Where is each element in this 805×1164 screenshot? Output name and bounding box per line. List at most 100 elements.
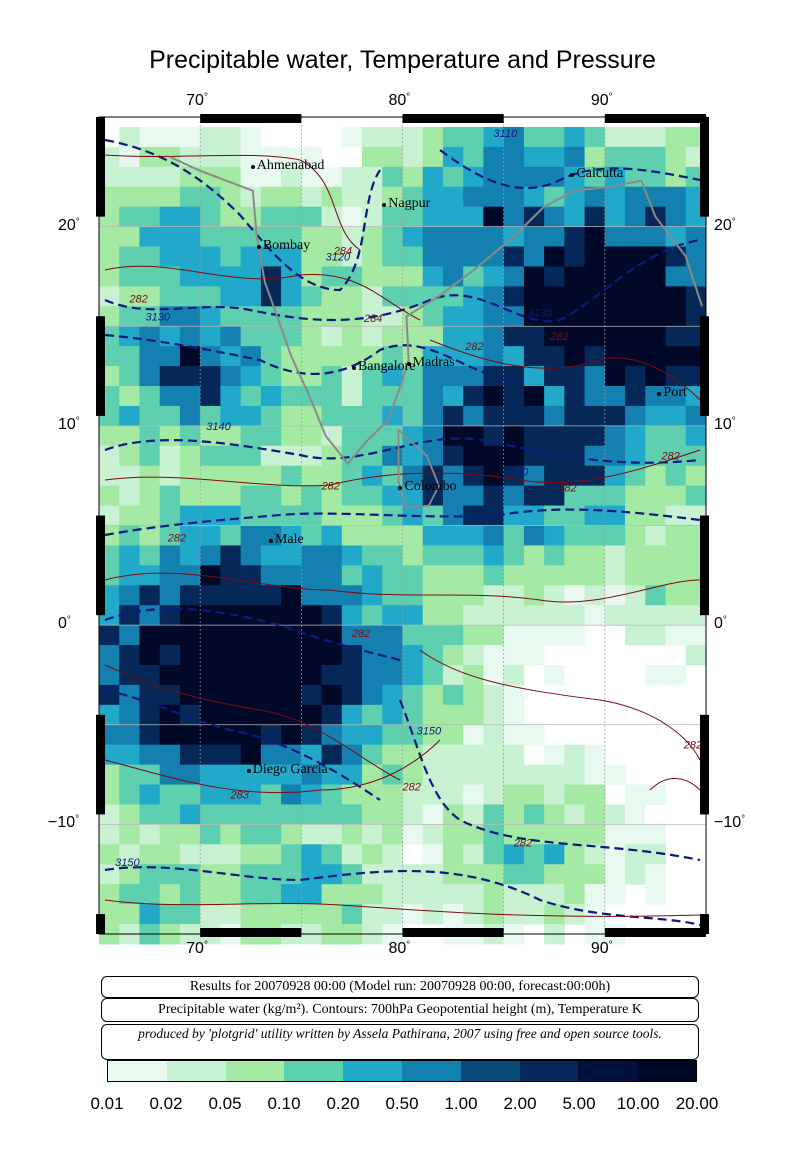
pw-cell: [220, 844, 242, 865]
pw-cell: [240, 545, 262, 566]
pw-cell: [119, 684, 140, 706]
colorbar-swatch: [578, 1061, 638, 1081]
pw-cell: [442, 505, 464, 526]
pw-cell: [281, 744, 302, 766]
pw-cell: [442, 126, 464, 148]
pw-cell: [523, 764, 545, 786]
pw-cell: [382, 366, 403, 387]
pw-cell: [604, 386, 626, 407]
pw-cell: [422, 306, 444, 327]
city-label: Bombay: [262, 237, 311, 253]
pw-cell: [382, 286, 403, 307]
pw-cell: [200, 565, 221, 586]
pw-cell: [321, 485, 343, 507]
pw-cell: [240, 166, 262, 188]
city-marker: [406, 362, 411, 367]
pw-cell: [422, 386, 444, 407]
pw-cell: [260, 485, 282, 507]
pw-cell: [240, 664, 262, 686]
pw-cell: [362, 326, 383, 347]
pw-cell: [301, 246, 323, 267]
pw-cell: [179, 445, 201, 467]
pw-cell: [200, 904, 221, 925]
pw-cell: [362, 485, 383, 507]
pw-cell: [159, 744, 181, 766]
pw-cell: [665, 664, 687, 686]
pw-cell: [260, 684, 282, 706]
pw-cell: [483, 146, 505, 168]
pw-cell: [503, 625, 525, 646]
pw-cell: [179, 126, 201, 148]
pw-cell: [159, 625, 181, 646]
pw-cell: [523, 246, 545, 267]
pw-cell: [544, 366, 565, 387]
pw-cell: [483, 326, 505, 347]
colorbar-label: 0.05: [208, 1094, 242, 1113]
pw-cell: [604, 206, 626, 228]
pw-cell: [564, 266, 586, 287]
pw-cell: [483, 206, 505, 228]
pw-cell: [625, 804, 646, 825]
pw-cell: [382, 445, 403, 467]
pw-cell: [139, 206, 161, 228]
pw-cell: [301, 645, 323, 666]
pw-cell: [503, 465, 525, 487]
pw-cell: [341, 884, 363, 905]
pw-cell: [321, 824, 343, 845]
pw-cell: [544, 206, 565, 228]
pw-cell: [584, 824, 606, 845]
pw-cell: [200, 804, 221, 825]
pw-cell: [422, 525, 444, 546]
pw-cell: [483, 166, 505, 188]
pw-cell: [139, 465, 161, 487]
lat-tick-left: 20°: [58, 216, 80, 234]
coastline-path: [169, 155, 703, 466]
pw-cell: [362, 585, 383, 606]
pw-cell: [584, 884, 606, 905]
contour-path: [104, 449, 701, 487]
pw-cell: [645, 485, 667, 507]
pw-cell: [321, 306, 343, 327]
pw-cell: [564, 226, 586, 248]
city-label: Nagpur: [388, 195, 431, 211]
pw-cell: [220, 704, 242, 726]
pw-cell: [503, 405, 525, 427]
coastline: [169, 155, 703, 509]
pw-cell: [463, 704, 484, 726]
pw-cell: [139, 744, 161, 766]
pw-cell: [625, 844, 646, 865]
pw-cell: [240, 326, 262, 347]
pw-cell: [139, 824, 161, 845]
colorbar-swatch: [225, 1061, 285, 1081]
contour-path: [104, 138, 381, 292]
pw-cell: [240, 724, 262, 746]
pw-cell: [281, 844, 302, 865]
city-marker: [268, 539, 273, 544]
pw-cell: [200, 704, 221, 726]
pw-cell: [584, 126, 606, 148]
pw-cell: [139, 286, 161, 307]
pw-cell: [159, 684, 181, 706]
pw-cell: [362, 286, 383, 307]
frame-segment: [96, 117, 105, 217]
pw-cell: [200, 326, 221, 347]
pw-cell: [119, 126, 140, 148]
pw-cell: [301, 605, 323, 626]
pw-cell: [179, 904, 201, 925]
contour-path: [104, 899, 701, 917]
pw-cell: [523, 266, 545, 287]
pw-cell: [544, 505, 565, 526]
pw-cell: [503, 724, 525, 746]
pw-cell: [301, 664, 323, 686]
pw-cell: [220, 386, 242, 407]
pw-cell: [159, 286, 181, 307]
pw-cell: [179, 784, 201, 805]
pw-cell: [544, 425, 565, 447]
pw-cell: [200, 126, 221, 148]
pw-cell: [200, 266, 221, 287]
pw-cell: [584, 505, 606, 526]
pw-cell: [523, 405, 545, 427]
pw-cell: [362, 246, 383, 267]
pw-cell: [665, 206, 687, 228]
pw-cell: [483, 425, 505, 447]
